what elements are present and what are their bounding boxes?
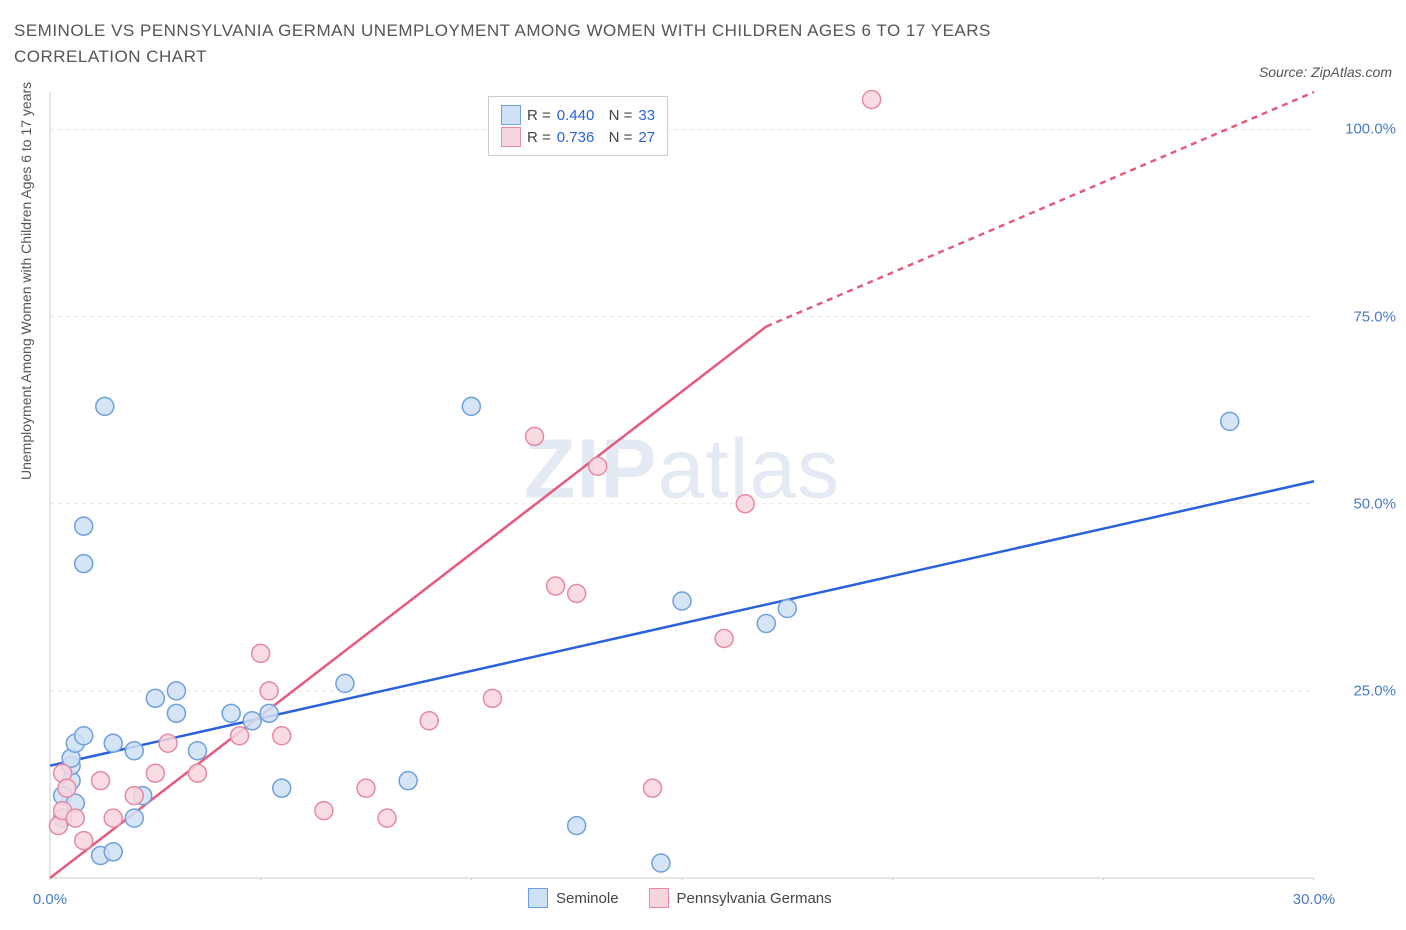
scatter-chart bbox=[48, 90, 1316, 880]
y-tick-label: 25.0% bbox=[1353, 682, 1396, 699]
chart-area: ZIPatlas R = 0.440 N = 33 R = 0.736 N = … bbox=[48, 90, 1316, 880]
y-tick-label: 100.0% bbox=[1345, 121, 1396, 138]
legend-stats-row: R = 0.736 N = 27 bbox=[501, 127, 655, 147]
y-axis-label: Unemployment Among Women with Children A… bbox=[18, 82, 34, 480]
legend-categories: Seminole Pennsylvania Germans bbox=[528, 888, 832, 908]
y-tick-label: 50.0% bbox=[1353, 495, 1396, 512]
swatch-seminole bbox=[528, 888, 548, 908]
swatch-penn-german bbox=[501, 127, 521, 147]
legend-stats: R = 0.440 N = 33 R = 0.736 N = 27 bbox=[488, 96, 668, 156]
chart-title: SEMINOLE VS PENNSYLVANIA GERMAN UNEMPLOY… bbox=[14, 18, 1114, 69]
legend-item: Seminole bbox=[528, 888, 619, 908]
x-tick-label: 30.0% bbox=[1293, 891, 1336, 908]
legend-item: Pennsylvania Germans bbox=[649, 888, 832, 908]
y-tick-label: 75.0% bbox=[1353, 308, 1396, 325]
legend-label: Seminole bbox=[556, 890, 619, 907]
legend-label: Pennsylvania Germans bbox=[677, 890, 832, 907]
swatch-penn-german bbox=[649, 888, 669, 908]
legend-stats-row: R = 0.440 N = 33 bbox=[501, 105, 655, 125]
x-tick-label: 0.0% bbox=[33, 891, 67, 908]
source-label: Source: ZipAtlas.com bbox=[1259, 64, 1392, 80]
swatch-seminole bbox=[501, 105, 521, 125]
